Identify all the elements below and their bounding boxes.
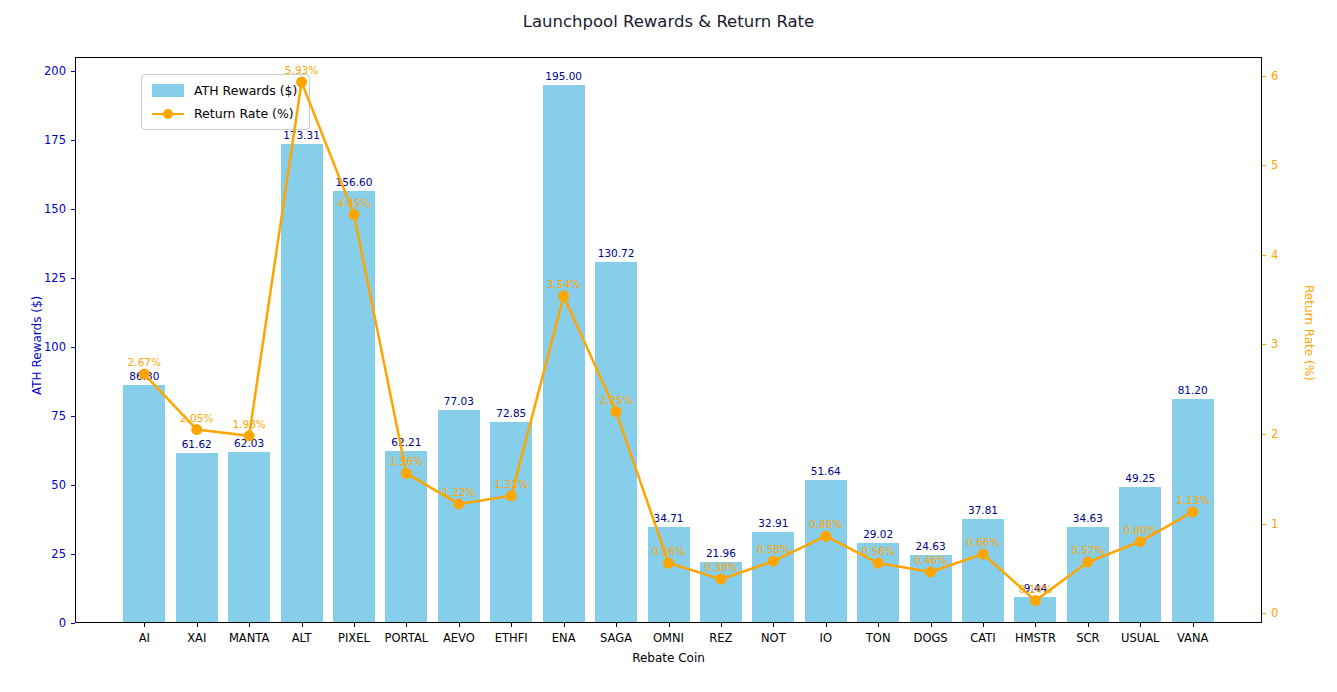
return-rate-label-ETHFI: 1.31% — [495, 478, 528, 490]
return-rate-label-OMNI: 0.56% — [652, 545, 685, 557]
return-rate-label-HMSTR: 0.14% — [1019, 583, 1052, 595]
return-rate-marker-ENA — [558, 291, 569, 302]
figure: Launchpool Rewards & Return Rate ATH Rew… — [0, 0, 1337, 692]
return-rate-marker-TON — [873, 557, 884, 568]
return-rate-label-SCR: 0.57% — [1071, 544, 1104, 556]
return-rate-label-MANTA: 1.98% — [232, 418, 265, 430]
return-rate-marker-AI — [139, 369, 150, 380]
return-rate-marker-IO — [820, 531, 831, 542]
return-rate-marker-HMSTR — [1030, 595, 1041, 606]
return-rate-marker-AEVO — [453, 498, 464, 509]
return-rate-marker-PIXEL — [348, 209, 359, 220]
return-rate-marker-USUAL — [1135, 536, 1146, 547]
return-rate-marker-NOT — [768, 556, 779, 567]
return-rate-label-AEVO: 1.22% — [442, 486, 475, 498]
return-rate-label-VANA: 1.13% — [1176, 494, 1209, 506]
return-rate-marker-XAI — [191, 424, 202, 435]
return-rate-label-SAGA: 2.25% — [599, 394, 632, 406]
return-rate-label-XAI: 2.05% — [180, 412, 213, 424]
return-rate-label-IO: 0.86% — [809, 518, 842, 530]
return-rate-label-PORTAL: 1.56% — [390, 455, 423, 467]
return-rate-label-REZ: 0.38% — [704, 561, 737, 573]
return-rate-label-AI: 2.67% — [128, 356, 161, 368]
return-rate-label-TON: 0.56% — [861, 545, 894, 557]
return-rate-label-CATI: 0.66% — [966, 536, 999, 548]
return-rate-marker-DOGS — [925, 566, 936, 577]
return-rate-label-PIXEL: 4.45% — [337, 197, 370, 209]
return-rate-marker-ETHFI — [506, 490, 517, 501]
return-rate-label-ENA: 3.54% — [547, 278, 580, 290]
return-rate-marker-REZ — [715, 574, 726, 585]
return-rate-marker-VANA — [1187, 506, 1198, 517]
return-rate-label-NOT: 0.58% — [757, 543, 790, 555]
return-rate-marker-MANTA — [244, 430, 255, 441]
return-rate-marker-SCR — [1082, 557, 1093, 568]
return-rate-label-USUAL: 0.80% — [1124, 524, 1157, 536]
return-rate-marker-CATI — [978, 549, 989, 560]
return-rate-label-ALT: 5.93% — [285, 64, 318, 76]
return-rate-marker-ALT — [296, 77, 307, 88]
return-rate-marker-SAGA — [611, 406, 622, 417]
return-rate-label-DOGS: 0.46% — [914, 554, 947, 566]
return-rate-line — [144, 82, 1192, 601]
return-rate-marker-PORTAL — [401, 468, 412, 479]
return-rate-line-layer — [0, 0, 1337, 692]
return-rate-marker-OMNI — [663, 557, 674, 568]
